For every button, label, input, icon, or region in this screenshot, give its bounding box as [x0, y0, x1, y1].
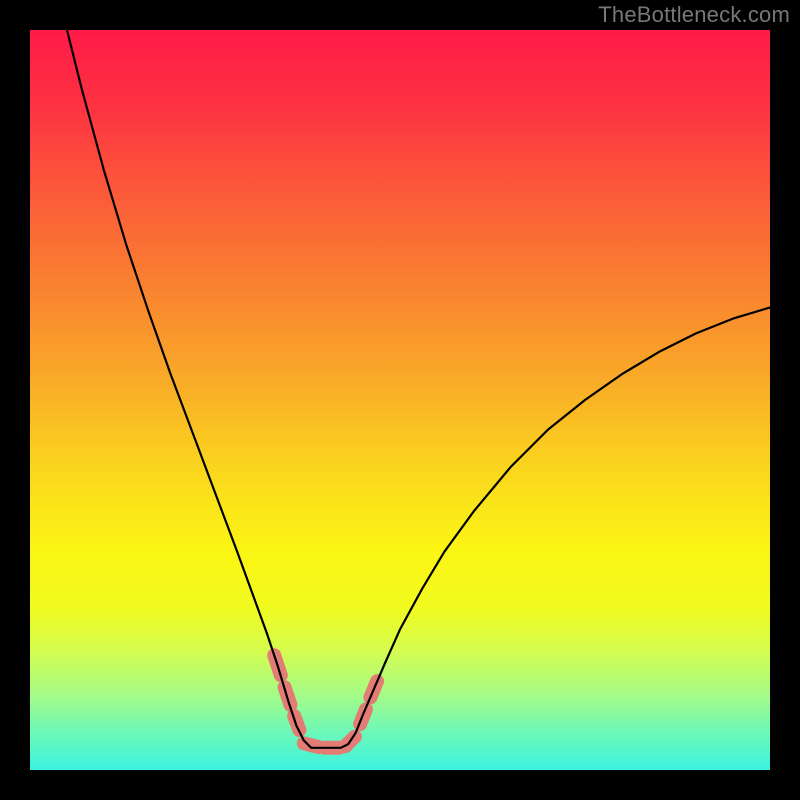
watermark-text: TheBottleneck.com — [598, 2, 790, 28]
plot-background — [30, 30, 770, 770]
bottleneck-chart — [0, 0, 800, 800]
chart-stage: TheBottleneck.com — [0, 0, 800, 800]
